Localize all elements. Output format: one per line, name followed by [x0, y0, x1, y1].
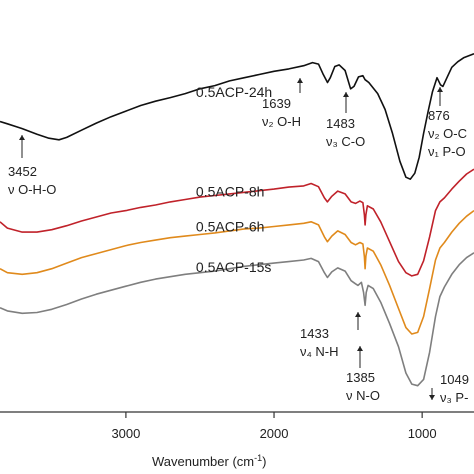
series-line-2: [0, 209, 474, 335]
annotation-line: ν₃ P-: [440, 390, 468, 405]
annotation-line: ν N-O: [346, 388, 380, 403]
x-axis: 3000 2000 1000 Wavenumber (cm-1): [0, 411, 474, 469]
x-axis-title-main: Wavenumber (cm: [152, 454, 254, 469]
x-axis-title: Wavenumber (cm-1): [152, 453, 266, 469]
series-line-0: [0, 53, 474, 180]
annotation-arrowhead: [297, 78, 303, 83]
series-label-0: 0.5ACP-24h: [196, 84, 272, 100]
x-tick-label-1: 2000: [260, 426, 289, 441]
series-label-3: 0.5ACP-15s: [196, 259, 271, 275]
annotation-arrowhead: [357, 346, 363, 351]
x-axis-title-sup: -1: [254, 453, 262, 463]
annotation-arrowhead: [437, 87, 443, 92]
series-line-1: [0, 168, 474, 277]
annotation-arrowhead: [19, 135, 25, 140]
x-axis-title-close: ): [262, 454, 266, 469]
annotation-line: 1433: [300, 326, 329, 341]
x-tick-layer: 3000 2000 1000: [111, 412, 437, 441]
annotation-line: 1385: [346, 370, 375, 385]
annotation-line: 1639: [262, 96, 291, 111]
annotation-arrowhead: [355, 312, 361, 317]
series-label-2: 0.5ACP-6h: [196, 219, 264, 235]
x-tick-label-0: 3000: [111, 426, 140, 441]
annotation-line: ν₁ P-O: [428, 144, 466, 159]
annotation-arrowhead: [343, 92, 349, 97]
annotation-line: ν₃ C-O: [326, 134, 365, 149]
annotation-oho-3452: 3452 ν O-H-O: [8, 135, 56, 197]
annotation-line: ν₄ N-H: [300, 344, 339, 359]
annotation-co-1483: 1483 ν₃ C-O: [326, 92, 365, 149]
annotation-layer: 3452 ν O-H-O 1639 ν₂ O-H 1483 ν₃ C-O 876 ν₂ O-C…: [8, 78, 469, 405]
x-tick-label-2: 1000: [408, 426, 437, 441]
annotation-arrowhead: [429, 395, 435, 400]
annotation-line: 876: [428, 108, 450, 123]
series-line-3: [0, 252, 474, 387]
annotation-po-876: 876 ν₂ O-C ν₁ P-O: [428, 87, 467, 159]
annotation-line: ν₂ O-C: [428, 126, 467, 141]
annotation-line: ν₂ O-H: [262, 114, 301, 129]
annotation-line: ν O-H-O: [8, 182, 56, 197]
annotation-line: 3452: [8, 164, 37, 179]
annotation-oh-1639: 1639 ν₂ O-H: [262, 78, 303, 129]
annotation-line: 1049: [440, 372, 469, 387]
annotation-line: 1483: [326, 116, 355, 131]
annotation-p-1049: 1049 ν₃ P-: [429, 372, 469, 405]
series-layer: [0, 53, 474, 387]
annotation-nh-1433: 1433 ν₄ N-H: [300, 312, 361, 359]
series-label-1: 0.5ACP-8h: [196, 184, 264, 200]
annotation-no-1385: 1385 ν N-O: [346, 346, 380, 403]
series-label-layer: 0.5ACP-24h 0.5ACP-8h 0.5ACP-6h 0.5ACP-15s: [196, 84, 272, 275]
